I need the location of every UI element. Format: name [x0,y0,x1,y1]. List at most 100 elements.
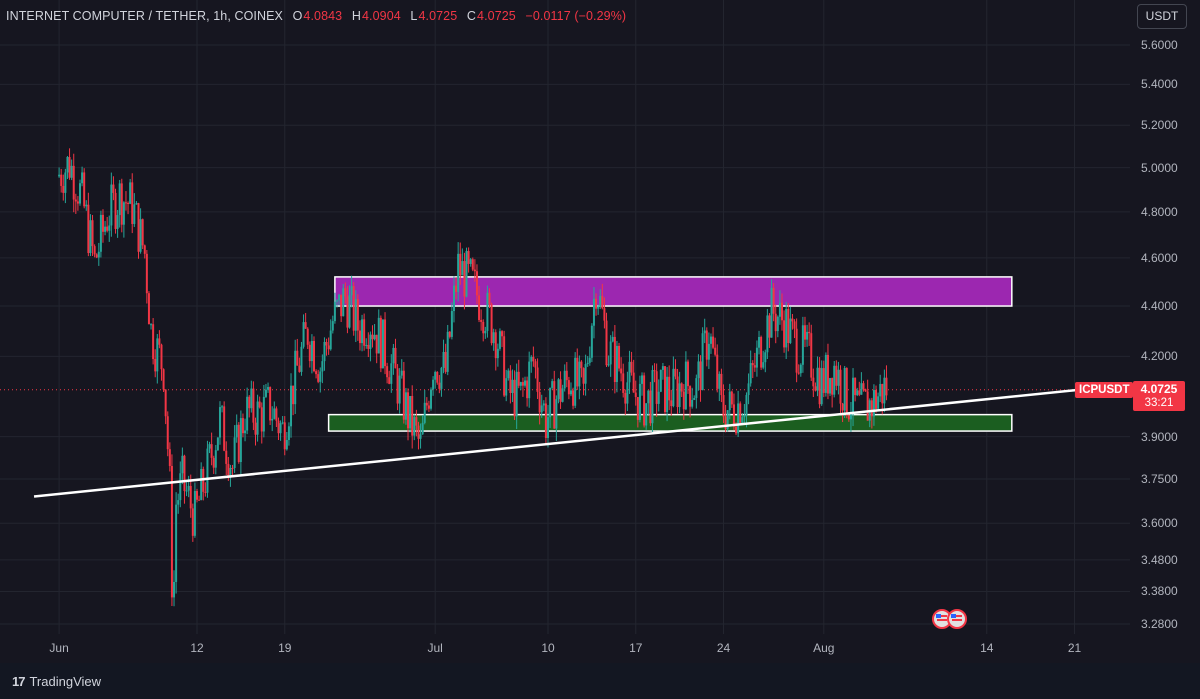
candle-body [158,338,161,345]
candle-body [327,345,330,350]
bar-countdown: 33:21 [1144,397,1174,409]
candle-body [114,192,117,229]
candle-body [379,317,382,369]
candle-body [758,337,761,348]
candle-body [432,379,435,390]
candle-body [877,396,880,409]
support-zone[interactable] [327,413,1013,432]
candle-body [651,370,654,424]
candle-body [237,424,240,463]
candle-body [808,331,811,334]
candle-body [218,407,221,438]
candle-body [885,377,888,396]
candle-body [521,382,524,386]
candle-body [580,361,583,369]
candle-body [649,390,652,424]
candle-body [620,368,623,374]
candle-body [152,324,155,360]
y-tick-label: 5.0000 [1141,160,1178,175]
candle-body [664,366,666,413]
candle-body [597,306,600,309]
open-label: O [292,9,303,23]
change-value: −0.0117 (−0.29%) [525,9,627,23]
candle-body [181,455,184,474]
candle-body [308,344,311,362]
candle-body [352,286,355,331]
candle-body [455,285,458,293]
candle-body [350,286,353,296]
candle-body [227,463,230,478]
candle-body [799,364,802,374]
tradingview-logo[interactable]: 17 TradingView [12,674,101,689]
candle-body [319,371,322,382]
candle-body [204,491,207,493]
candle-body [755,347,758,368]
candle-body [313,340,315,372]
candle-body [267,387,270,390]
y-tick-label: 3.3800 [1141,584,1178,599]
candle-body [843,368,846,411]
candle-body [271,418,274,421]
candle-body [231,467,234,469]
candle-body [145,253,148,294]
candle-body [423,402,426,423]
candle-body [816,367,819,391]
candle-body [695,378,698,398]
brand-name: TradingView [29,674,102,689]
candle-body [183,455,186,491]
y-tick-label: 4.4000 [1141,299,1178,314]
candle-body [450,311,453,337]
y-tick-label: 4.6000 [1141,250,1178,265]
candle-body [676,376,679,408]
events-flags-icon[interactable] [932,609,968,629]
candle-body [139,219,142,252]
candle-body [484,330,487,334]
ascending-trendline[interactable] [33,383,1125,498]
candle-body [732,404,735,427]
candle-body [785,308,788,348]
y-tick-label: 5.4000 [1141,77,1178,92]
candle-body [751,363,754,366]
candle-body [285,440,288,450]
candle-body [193,491,196,536]
candle-body [252,388,255,423]
candle-body [595,298,598,309]
candle-body [478,295,481,320]
candle-body [58,174,61,177]
candle-body [837,369,840,386]
candle-body [749,363,752,384]
candle-body [131,182,134,224]
candle-body [156,338,159,372]
candle-body [862,383,865,390]
candle-body [776,316,779,332]
candle-body [269,387,272,421]
candle-body [705,330,708,360]
candle-body [223,406,226,451]
candle-body [513,379,516,417]
candle-body [235,424,238,438]
candle-body [699,361,702,391]
x-tick-label: 17 [629,641,643,655]
candle-body [185,490,188,492]
candle-body [875,390,878,409]
currency-button[interactable]: USDT [1137,4,1187,29]
price-axis[interactable] [1130,0,1200,656]
candle-body [411,395,414,436]
candle-body [586,362,589,365]
candle-body [173,581,176,598]
candle-body [371,334,374,340]
candle-body [569,390,572,395]
candle-body [841,403,844,411]
candle-body [582,368,585,384]
candle-body [287,426,290,441]
resistance-zone[interactable] [334,276,1013,307]
candle-body [413,417,416,436]
candle-body [390,363,393,384]
candle-body [381,319,384,369]
candle-body [244,430,247,434]
candle-body [421,422,424,435]
candle-body [124,202,127,204]
candle-body [774,313,777,332]
